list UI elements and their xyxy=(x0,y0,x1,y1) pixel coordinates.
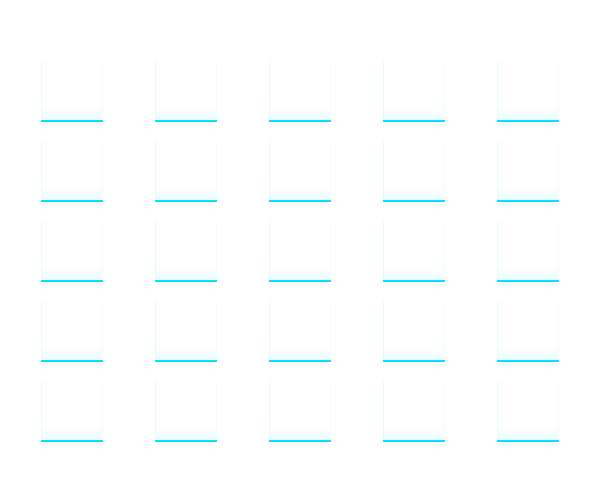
tile-baseline xyxy=(269,120,331,122)
tile-r4-c2[interactable] xyxy=(155,300,217,362)
tile-r2-c1[interactable] xyxy=(41,140,103,202)
tile-r1-c3[interactable] xyxy=(269,60,331,122)
tile-r4-c4[interactable] xyxy=(383,300,445,362)
tile-r3-c1[interactable] xyxy=(41,220,103,282)
tile-r4-c1[interactable] xyxy=(41,300,103,362)
tile-baseline xyxy=(497,200,559,202)
tile-baseline xyxy=(155,120,217,122)
tile-baseline xyxy=(497,120,559,122)
tile-r2-c5[interactable] xyxy=(497,140,559,202)
tile-baseline xyxy=(269,360,331,362)
tile-r2-c3[interactable] xyxy=(269,140,331,202)
tile-r1-c1[interactable] xyxy=(41,60,103,122)
tile-r2-c2[interactable] xyxy=(155,140,217,202)
tile-r5-c5[interactable] xyxy=(497,380,559,442)
tile-r4-c5[interactable] xyxy=(497,300,559,362)
tile-baseline xyxy=(41,280,103,282)
tile-baseline xyxy=(41,120,103,122)
tile-grid xyxy=(41,60,561,446)
tile-r1-c4[interactable] xyxy=(383,60,445,122)
tile-baseline xyxy=(41,200,103,202)
tile-r3-c2[interactable] xyxy=(155,220,217,282)
tile-r3-c4[interactable] xyxy=(383,220,445,282)
tile-r5-c1[interactable] xyxy=(41,380,103,442)
tile-baseline xyxy=(155,440,217,442)
tile-baseline xyxy=(383,280,445,282)
tile-r5-c2[interactable] xyxy=(155,380,217,442)
tile-baseline xyxy=(155,280,217,282)
tile-baseline xyxy=(383,360,445,362)
tile-r3-c5[interactable] xyxy=(497,220,559,282)
tile-baseline xyxy=(155,360,217,362)
tile-baseline xyxy=(41,440,103,442)
tile-baseline xyxy=(497,440,559,442)
tile-baseline xyxy=(269,280,331,282)
tile-baseline xyxy=(155,200,217,202)
tile-r1-c5[interactable] xyxy=(497,60,559,122)
tile-baseline xyxy=(383,120,445,122)
tile-baseline xyxy=(383,440,445,442)
tile-baseline xyxy=(269,200,331,202)
tile-r1-c2[interactable] xyxy=(155,60,217,122)
tile-r3-c3[interactable] xyxy=(269,220,331,282)
tile-baseline xyxy=(269,440,331,442)
tile-baseline xyxy=(383,200,445,202)
tile-baseline xyxy=(497,280,559,282)
tile-r5-c4[interactable] xyxy=(383,380,445,442)
tile-r4-c3[interactable] xyxy=(269,300,331,362)
tile-r2-c4[interactable] xyxy=(383,140,445,202)
tile-baseline xyxy=(497,360,559,362)
tile-r5-c3[interactable] xyxy=(269,380,331,442)
tile-baseline xyxy=(41,360,103,362)
